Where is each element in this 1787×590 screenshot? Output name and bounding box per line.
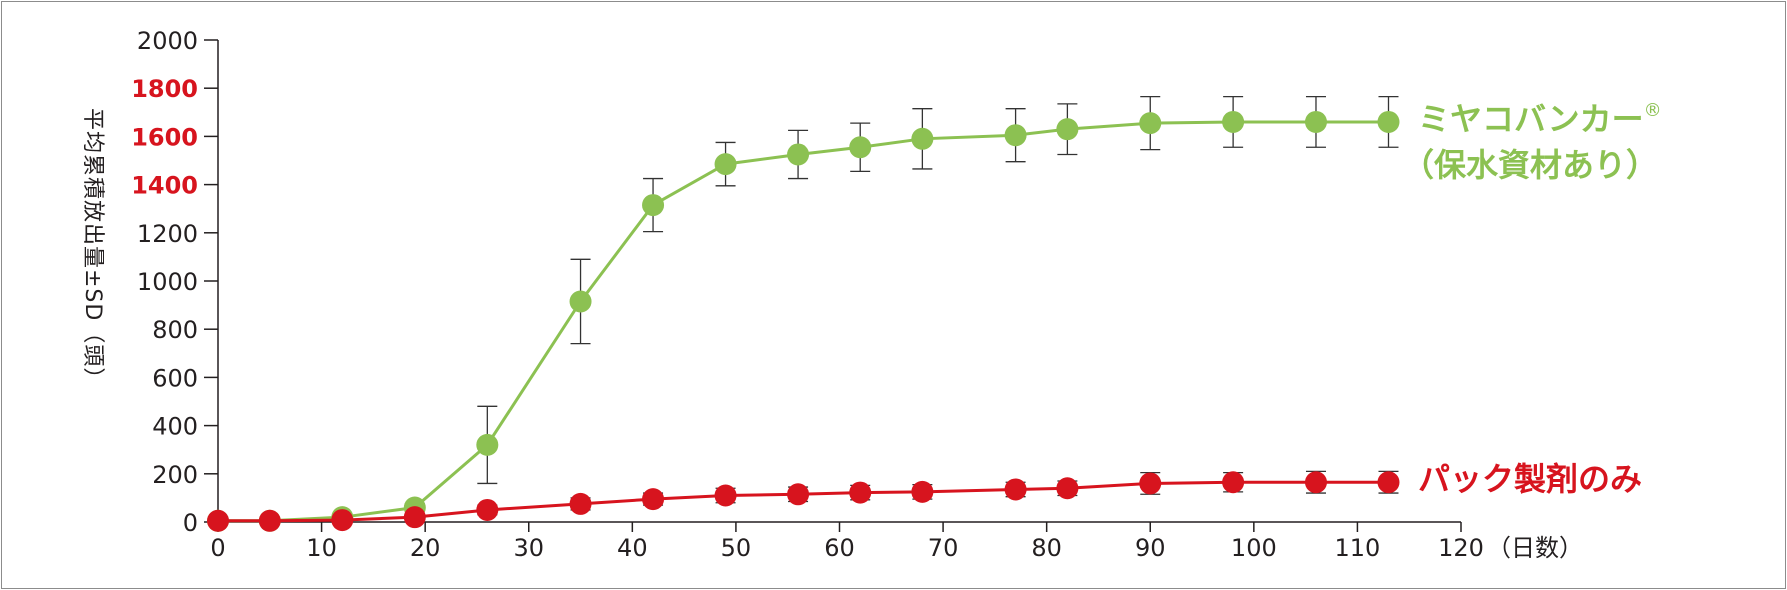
- data-point-pack-only: [714, 484, 737, 507]
- data-point-miyakobanker: [714, 153, 737, 176]
- data-point-miyakobanker: [1139, 112, 1162, 135]
- x-tick-label: 80: [1031, 534, 1062, 562]
- data-point-miyakobanker: [1004, 124, 1027, 147]
- data-point-miyakobanker: [1222, 110, 1245, 133]
- y-tick-label: 1800: [131, 75, 198, 103]
- x-tick-label: 100: [1231, 534, 1277, 562]
- y-tick-label: 1400: [131, 172, 198, 200]
- data-point-pack-only: [1139, 472, 1162, 495]
- data-point-miyakobanker: [1304, 110, 1327, 133]
- data-point-pack-only: [403, 506, 426, 529]
- y-tick-label: 0: [183, 509, 198, 537]
- data-point-pack-only: [1004, 478, 1027, 501]
- data-point-pack-only: [476, 498, 499, 521]
- x-tick-label: 30: [513, 534, 544, 562]
- legend-miyakobanker-line2: （保水資材あり）: [1402, 146, 1658, 184]
- data-point-pack-only: [1222, 471, 1245, 494]
- data-point-pack-only: [331, 509, 354, 532]
- y-tick-label: 400: [152, 413, 198, 441]
- data-point-miyakobanker: [642, 194, 665, 217]
- x-tick-label: 60: [824, 534, 855, 562]
- legend-pack-only: パック製剤のみ: [1418, 460, 1642, 498]
- axes: [217, 40, 1461, 523]
- data-point-pack-only: [787, 483, 810, 506]
- data-point-miyakobanker: [911, 127, 934, 150]
- data-point-pack-only: [1056, 477, 1079, 500]
- y-tick-label: 800: [152, 316, 198, 344]
- data-point-pack-only: [1377, 471, 1400, 494]
- data-point-miyakobanker: [787, 143, 810, 166]
- x-tick-label: 0: [210, 534, 225, 562]
- legend-miyakobanker: ミヤコバンカー® （保水資材あり）: [1402, 100, 1662, 184]
- data-point-miyakobanker: [569, 290, 592, 313]
- series-pack-only: [207, 470, 1400, 532]
- y-tick-label: 200: [152, 461, 198, 489]
- data-point-pack-only: [849, 481, 872, 504]
- x-tick-label: 70: [928, 534, 959, 562]
- y-tick-label: 1200: [137, 220, 198, 248]
- data-point-pack-only: [569, 492, 592, 515]
- data-point-pack-only: [642, 488, 665, 511]
- legend-miyakobanker-line1: ミヤコバンカー: [1418, 100, 1644, 138]
- data-point-pack-only: [1304, 471, 1327, 494]
- y-tick-label: 1600: [131, 123, 198, 151]
- data-point-miyakobanker: [849, 136, 872, 159]
- x-tick-label: 50: [721, 534, 752, 562]
- series-line-miyakobanker: [218, 120, 1389, 523]
- data-point-pack-only: [207, 509, 229, 532]
- svg-text:ミヤコバンカー®: ミヤコバンカー®: [1418, 100, 1662, 138]
- x-tick-label: 10: [306, 534, 337, 562]
- y-axis-ticks: 0 200 400 600 800 1000 1200 1400 1600 1800 2000: [131, 27, 218, 537]
- series-miyakobanker: [207, 95, 1400, 532]
- data-point-miyakobanker: [476, 433, 499, 456]
- y-tick-label: 2000: [137, 27, 198, 55]
- data-point-miyakobanker: [1056, 118, 1079, 141]
- x-axis-ticks: 0 10 20 30 40 50 60 70 80 90 100 110 120: [210, 522, 1484, 562]
- x-tick-label: 40: [617, 534, 648, 562]
- y-axis-label: 平均累積放出量±SD（頭）: [80, 108, 105, 390]
- y-tick-label: 1000: [137, 268, 198, 296]
- x-tick-label: 90: [1135, 534, 1166, 562]
- data-point-miyakobanker: [1377, 110, 1400, 133]
- data-point-pack-only: [258, 509, 281, 532]
- legend-registered-mark: ®: [1644, 100, 1662, 121]
- x-tick-label: 110: [1335, 534, 1381, 562]
- data-point-pack-only: [911, 480, 934, 503]
- legend-pack-only-label: パック製剤のみ: [1418, 460, 1642, 498]
- x-tick-label: 120: [1438, 534, 1484, 562]
- series-layer: [207, 95, 1400, 532]
- y-tick-label: 600: [152, 364, 198, 392]
- x-axis-unit-label: （日数）: [1487, 534, 1583, 562]
- x-tick-label: 20: [410, 534, 441, 562]
